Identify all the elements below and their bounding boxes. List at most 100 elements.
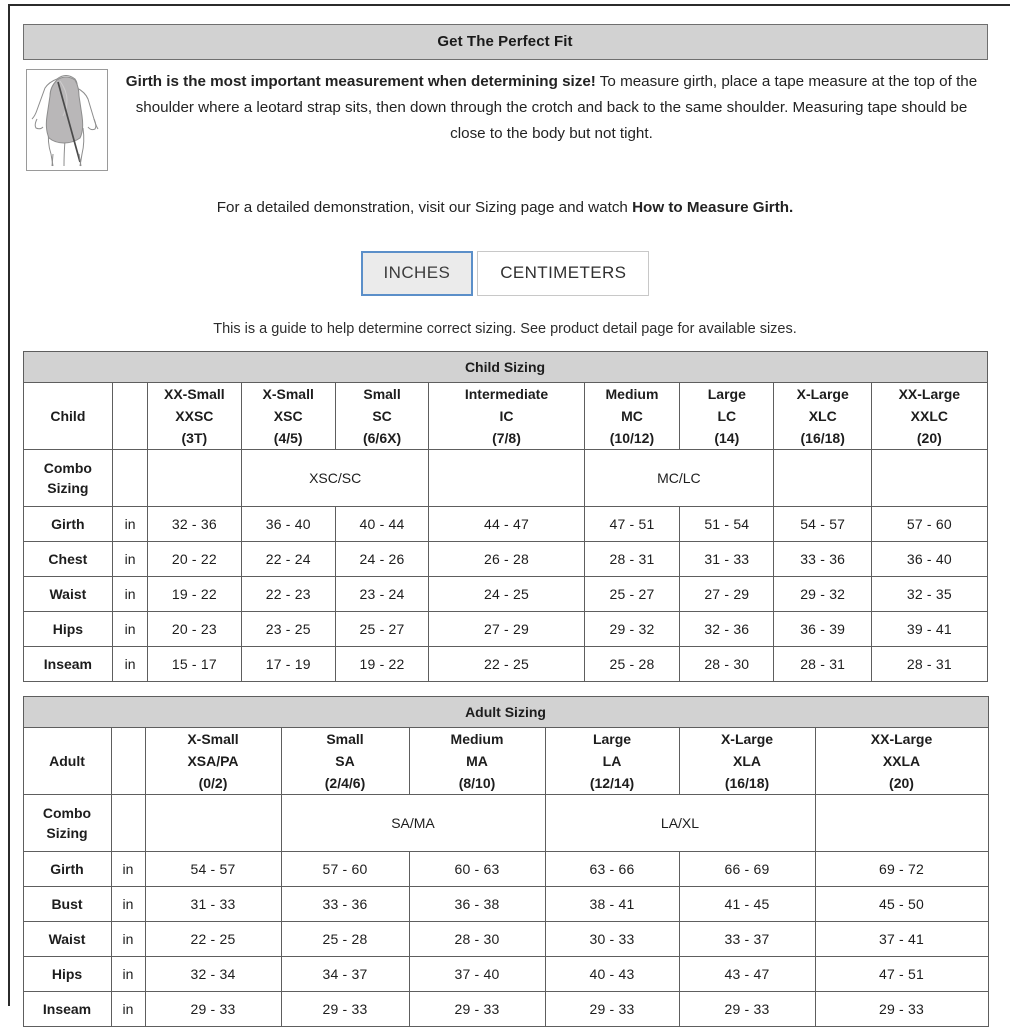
measurement-value: 39 - 41 [871,611,988,647]
measurement-value: 36 - 39 [773,611,873,647]
perfect-fit-body-rest: To measure girth, place a tape measure a… [135,73,978,142]
measurement-value: 36 - 40 [871,541,988,577]
unit-button-inches[interactable]: INCHES [360,251,474,296]
size-header-name: Medium [450,731,504,747]
sizing-guide-note: This is a guide to help determine correc… [213,321,797,337]
measurement-value: 27 - 29 [428,611,585,647]
size-column-header-xxsc: XX-Small XXSC (3T) [146,382,242,450]
measurement-value: 63 - 66 [544,851,680,887]
combo-label-line2: Sizing [47,480,89,496]
table-row: Chest in 20 - 22 22 - 24 24 - 26 26 - 28 28 - … [22,541,988,577]
size-header-code: MA [466,753,488,769]
measurement-value: 54 - 57 [144,851,282,887]
measurement-unit: in [110,991,146,1027]
measurement-unit: in [110,956,146,992]
combo-sizing-empty [871,449,988,507]
size-header-name: Medium [605,386,659,402]
size-header-numeric: (20) [889,775,914,791]
measurement-value: 34 - 37 [280,956,410,992]
size-header-name: X-Small [187,731,239,747]
table-row: Inseam in 15 - 17 17 - 19 19 - 22 22 - 25 25 -… [22,646,988,682]
measurement-value: 31 - 33 [679,541,775,577]
measurement-value: 28 - 30 [408,921,546,957]
size-column-header-xla: X-Large XLA (16/18) [678,727,816,795]
unit-button-centimeters[interactable]: CENTIMETERS [477,251,650,296]
measurement-value: 29 - 33 [408,991,546,1027]
size-header-code: MC [621,408,643,424]
size-header-code: XXSC [175,408,214,424]
size-header-numeric: (12/14) [589,775,635,791]
header-unit-spacer [112,382,148,450]
measurement-value: 29 - 32 [583,611,681,647]
measurement-value: 22 - 25 [144,921,282,957]
measurement-value: 22 - 23 [240,576,336,612]
measurement-value: 25 - 27 [583,576,681,612]
measurement-unit: in [110,886,146,922]
table-row: Bust in 31 - 33 33 - 36 36 - 38 38 - 41 41 - 4… [22,886,989,922]
measurement-value: 28 - 31 [583,541,681,577]
adult-sizing-title: Adult Sizing [22,696,989,728]
size-header-code: SC [372,408,392,424]
size-header-numeric: (2/4/6) [324,775,366,791]
size-header-code: XLA [733,753,761,769]
measurement-value: 23 - 25 [240,611,336,647]
measurement-value: 47 - 51 [814,956,989,992]
size-header-name: XX-Small [164,386,225,402]
table-title-row: Child Sizing [22,351,988,383]
table-row: Hips in 32 - 34 34 - 37 37 - 40 40 - 43 43 - 4… [22,956,989,992]
measurement-value: 32 - 36 [146,506,242,542]
measurement-value: 43 - 47 [678,956,816,992]
measurement-value: 57 - 60 [280,851,410,887]
how-to-measure-girth-link[interactable]: How to Measure Girth. [632,199,794,216]
measurement-value: 25 - 28 [583,646,681,682]
child-sizing-table: Child Sizing Child XX-Small XXSC (3T) X-Small… [22,351,988,682]
size-header-numeric: (16/18) [724,775,770,791]
measurement-label-waist: Waist [22,921,112,957]
unit-toggle-group: INCHES CENTIMETERS [23,251,988,296]
measurement-value: 20 - 22 [146,541,242,577]
size-header-numeric: (8/10) [458,775,496,791]
measurement-value: 60 - 63 [408,851,546,887]
size-header-numeric: (3T) [181,430,208,446]
measurement-label-bust: Bust [22,886,112,922]
measurement-value: 28 - 31 [773,646,873,682]
size-header-code: XLC [808,408,837,424]
combo-sizing-label: Combo Sizing [22,794,112,852]
size-header-name: Small [326,731,364,747]
size-column-header-ic: Intermediate IC (7/8) [428,382,585,450]
perfect-fit-header: Get The Perfect Fit [22,24,988,60]
measurement-value: 37 - 40 [408,956,546,992]
size-column-header-xxlc: XX-Large XXLC (20) [871,382,988,450]
measure-girth-lead-text: For a detailed demonstration, visit our … [216,199,633,216]
measurement-value: 24 - 26 [334,541,430,577]
size-column-header-sc: Small SC (6/6X) [334,382,430,450]
measurement-unit: in [112,611,148,647]
measurement-value: 41 - 45 [678,886,816,922]
measurement-value: 32 - 35 [871,576,988,612]
size-header-numeric: (14) [714,430,740,446]
size-header-numeric: (16/18) [800,430,845,446]
size-header-name: X-Small [262,386,314,402]
measurement-label-waist: Waist [22,576,114,612]
size-header-code: XXLA [882,753,921,769]
size-header-code: XSC [273,408,303,424]
measurement-value: 20 - 23 [146,611,242,647]
leotard-girth-illustration-icon [25,69,108,171]
size-header-numeric: (10/12) [609,430,655,446]
measurement-value: 38 - 41 [544,886,680,922]
size-header-numeric: (0/2) [198,775,228,791]
combo-sizing-row: Combo Sizing XSC/SC MC/LC [22,449,988,507]
measurement-value: 66 - 69 [678,851,816,887]
measurement-value: 54 - 57 [773,506,873,542]
measurement-value: 45 - 50 [814,886,989,922]
table-title-row: Adult Sizing [22,696,989,728]
measurement-value: 22 - 24 [240,541,336,577]
size-column-header-xsc: X-Small XSC (4/5) [240,382,336,450]
measurement-label-girth: Girth [22,851,112,887]
combo-sizing-value: MC/LC [583,449,775,507]
combo-unit-spacer [110,794,146,852]
measurement-value: 23 - 24 [334,576,430,612]
measurement-unit: in [110,921,146,957]
size-column-header-ma: Medium MA (8/10) [408,727,546,795]
measurement-value: 51 - 54 [679,506,775,542]
